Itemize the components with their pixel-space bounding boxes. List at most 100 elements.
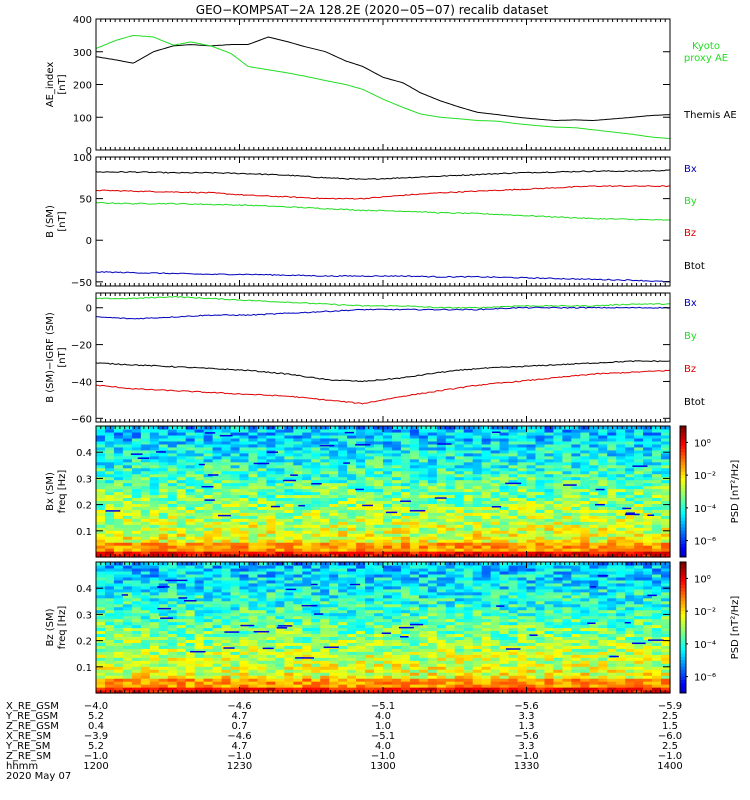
- spectrum-cell: [356, 506, 366, 510]
- spectrum-cell: [544, 672, 555, 676]
- spectrum-cell: [266, 479, 276, 484]
- spectrum-cell: [508, 669, 519, 673]
- spectrum-cell: [248, 530, 259, 534]
- spectrum-cell: [634, 687, 644, 691]
- spectrum-cell: [383, 479, 393, 484]
- spectrum-cell: [212, 434, 223, 439]
- spectrum-cell: [544, 512, 555, 516]
- spectrum-cell: [221, 536, 232, 540]
- spectrum-cell: [445, 512, 456, 516]
- spectrum-cell: [131, 431, 142, 436]
- spectrum-cell: [158, 684, 169, 688]
- spectrum-cell: [490, 503, 501, 507]
- spectrum-cell: [553, 539, 563, 543]
- spectrum-cell: [634, 536, 644, 540]
- spectrum-cell: [607, 461, 617, 466]
- spectrum-cell: [365, 437, 375, 442]
- spectrum-cell: [454, 479, 465, 484]
- spectrum-cell: [158, 491, 169, 496]
- spectrum-cell: [293, 663, 303, 667]
- spectrum-cell: [436, 503, 447, 507]
- spectrum-cell: [517, 464, 528, 469]
- spectrum-cell: [643, 452, 653, 457]
- spectrum-cell: [239, 651, 250, 655]
- spectrum-cell: [149, 494, 160, 499]
- spectrum-cell: [257, 464, 268, 469]
- spectrum-cell: [194, 434, 205, 439]
- spectrum-cell: [652, 491, 662, 496]
- spectrum-cell: [490, 443, 501, 448]
- spectrum-cell: [553, 681, 563, 685]
- spectrum-cell: [248, 539, 259, 543]
- spectrum-cell: [490, 434, 501, 439]
- colorbar-segment: [680, 455, 686, 460]
- spectrum-cell: [409, 476, 420, 481]
- spectrum-cell: [365, 521, 375, 525]
- spectrum-cell: [365, 506, 375, 510]
- spectrum-cell: [266, 684, 276, 688]
- spectrum-cell: [562, 479, 572, 484]
- spectrum-cell: [104, 491, 115, 496]
- spectrum-cell: [221, 506, 232, 510]
- spectrum-cell: [365, 464, 375, 469]
- spectrum-cell: [96, 660, 106, 664]
- spectrum-cell: [391, 548, 402, 552]
- spectrum-cell: [212, 654, 223, 658]
- spectrum-cell: [400, 461, 411, 466]
- spectrum-cell: [571, 431, 581, 436]
- spectrum-cell: [535, 506, 546, 510]
- spectrum-cell: [185, 461, 196, 466]
- spectrum-cell: [580, 494, 590, 499]
- spectrum-cell: [113, 458, 124, 463]
- colorbar-segment: [680, 543, 686, 548]
- spectrum-cell: [311, 672, 321, 676]
- spectrum-cell: [149, 518, 160, 522]
- y-tick-label: 100: [73, 153, 92, 164]
- spectrum-cell: [409, 446, 420, 451]
- spectrum-cell: [96, 663, 106, 667]
- spectrum-cell: [338, 684, 348, 688]
- spectrum-cell: [490, 515, 501, 519]
- spectrum-cell: [194, 426, 205, 430]
- spectrum-cell: [96, 470, 106, 475]
- spectrum-cell: [122, 500, 133, 505]
- spectrum-cell: [113, 539, 124, 543]
- spectrum-cell: [472, 524, 483, 528]
- spectrum-cell: [122, 533, 133, 537]
- spectrum-cell: [329, 675, 339, 679]
- spectrum-cell: [383, 654, 393, 658]
- spectrum-cell: [356, 654, 366, 658]
- spectrum-cell: [652, 431, 662, 436]
- spectrum-cell: [526, 458, 537, 463]
- spectrum-cell: [544, 485, 555, 490]
- spectrum-cell: [463, 461, 474, 466]
- spectrum-cell: [490, 675, 501, 679]
- spectrum-cell: [463, 503, 474, 507]
- spectrum-cell: [391, 467, 402, 472]
- spectrum-cell: [391, 536, 402, 540]
- spectrum-cell: [652, 690, 662, 694]
- spectrum-cell: [311, 464, 321, 469]
- spectrum-cell: [643, 482, 653, 487]
- spectrum-cell: [661, 446, 671, 451]
- spectrum-cell: [571, 539, 581, 543]
- spectrum-cell: [293, 669, 303, 673]
- spectrum-cell: [562, 458, 572, 463]
- spectrum-cell: [212, 437, 223, 442]
- spectrum-cell: [149, 548, 160, 552]
- spectrum-cell: [113, 506, 124, 510]
- spectrum-cell: [131, 654, 142, 658]
- spectrum-cell: [418, 545, 429, 549]
- spectrum-cell: [365, 452, 375, 457]
- spectrum-cell: [589, 503, 599, 507]
- spectrum-cell: [472, 675, 483, 679]
- spectrum-cell: [311, 467, 321, 472]
- spectrum-cell: [553, 524, 563, 528]
- spectrum-cell: [293, 684, 303, 688]
- spectrum-cell: [248, 485, 259, 490]
- spectrum-cell: [212, 428, 223, 433]
- spectrum-cell: [526, 669, 537, 673]
- spectrum-cell: [320, 551, 330, 555]
- spectrum-cell: [526, 467, 537, 472]
- spectrum-cell: [365, 440, 375, 445]
